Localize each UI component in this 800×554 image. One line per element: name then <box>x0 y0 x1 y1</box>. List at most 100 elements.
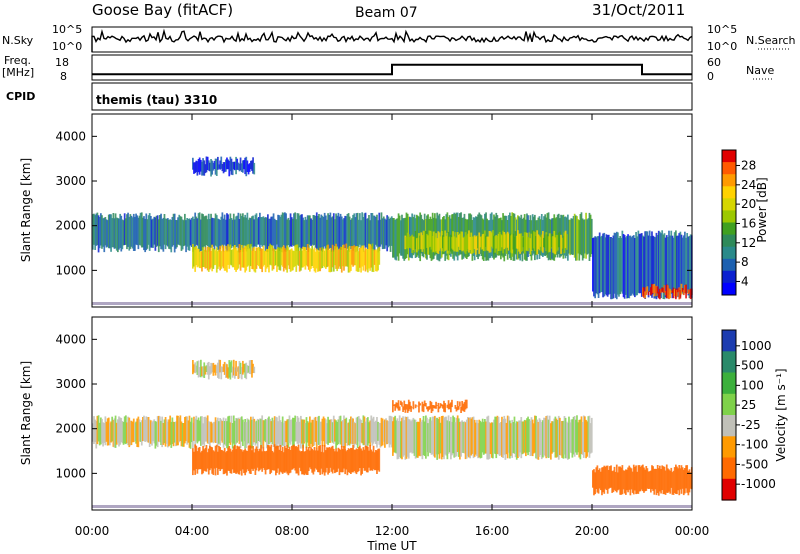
heatmap-cell-band3 <box>412 236 415 251</box>
heatmap-cell-band4 <box>636 236 639 296</box>
heatmap-cell-band2 <box>292 445 294 470</box>
heatmap-cell-band5 <box>670 291 673 292</box>
heatmap-cell-band1 <box>427 423 429 457</box>
heatmap-cell-band0 <box>270 216 273 247</box>
heatmap-cell-band0 <box>328 215 331 249</box>
heatmap-cell-band0 <box>181 423 184 447</box>
heatmap-cell-band0 <box>297 213 300 251</box>
heatmap-cell-band0 <box>280 422 283 447</box>
heatmap-cell-band6 <box>245 156 248 177</box>
heatmap-cell-band0 <box>354 423 357 444</box>
heatmap-cell-band2 <box>362 447 365 469</box>
heatmap-cell-band0 <box>328 419 331 443</box>
heatmap-cell-band6 <box>246 160 249 172</box>
heatmap-cell-band2 <box>309 248 311 272</box>
heatmap-cell-band0 <box>167 218 169 247</box>
heatmap-cell-band1 <box>581 422 584 455</box>
heatmap-cell-band3 <box>412 401 415 410</box>
heatmap-cell-band1 <box>467 417 469 457</box>
heatmap-cell-band4 <box>619 466 622 495</box>
heatmap-cell-band0 <box>282 213 285 246</box>
heatmap-cell-band0 <box>114 213 117 249</box>
heatmap-cell-band0 <box>153 216 156 245</box>
heatmap-cell-band2 <box>369 445 372 471</box>
heatmap-cell-band0 <box>346 214 349 249</box>
heatmap-cell-band0 <box>209 422 211 448</box>
nave-label: Nave <box>746 64 774 77</box>
heatmap-cell-band2 <box>344 248 347 267</box>
heatmap-cell-band4 <box>622 234 625 298</box>
heatmap-cell-band0 <box>369 220 372 245</box>
heatmap-cell-band5 <box>242 360 244 375</box>
heatmap-cell-band1 <box>400 421 402 459</box>
heatmap-cell-band3 <box>437 231 440 254</box>
heatmap-cell-band0 <box>173 213 176 253</box>
heatmap-cell-band2 <box>192 244 194 269</box>
heatmap-cell-band0 <box>332 213 335 252</box>
velocity-colorbar-title: Velocity [m s⁻¹] <box>774 368 788 461</box>
heatmap-cell-band1 <box>472 416 475 459</box>
heatmap-cell-band2 <box>300 451 302 472</box>
heatmap-cell-band4 <box>663 466 666 495</box>
heatmap-cell-band0 <box>325 419 327 444</box>
heatmap-cell-band2 <box>304 247 307 270</box>
heatmap-cell-band0 <box>281 416 284 446</box>
heatmap-cell-band2 <box>361 450 364 474</box>
heatmap-cell-band0 <box>300 415 302 449</box>
heatmap-cell-band2 <box>267 249 269 268</box>
heatmap-cell-band3 <box>521 236 524 251</box>
heatmap-cell-band0 <box>127 212 129 247</box>
heatmap-cell-band1 <box>551 421 553 454</box>
heatmap-cell-band3 <box>545 232 548 252</box>
heatmap-cell-band1 <box>557 415 560 460</box>
heatmap-cell-band2 <box>376 250 378 272</box>
power-y-axis-title: Slant Range [km] <box>19 158 33 262</box>
heatmap-cell-band3 <box>539 237 542 247</box>
heatmap-cell-band0 <box>307 215 310 252</box>
heatmap-cell-band0 <box>238 418 241 444</box>
heatmap-cell-band5 <box>253 366 256 374</box>
heatmap-cell-band0 <box>370 213 373 249</box>
heatmap-cell-band4 <box>659 231 661 296</box>
heatmap-cell-band0 <box>378 422 381 445</box>
heatmap-cell-band0 <box>319 421 322 445</box>
heatmap-cell-band0 <box>382 216 385 249</box>
heatmap-cell-band2 <box>287 449 290 476</box>
heatmap-cell-band2 <box>217 451 219 475</box>
heatmap-cell-band4 <box>605 234 608 296</box>
heatmap-cell-band2 <box>359 247 361 268</box>
heatmap-cell-band0 <box>142 417 144 442</box>
heatmap-cell-band0 <box>242 419 244 446</box>
heatmap-cell-band2 <box>272 248 275 270</box>
heatmap-cell-band0 <box>181 219 184 250</box>
heatmap-cell-band0 <box>321 418 324 447</box>
heatmap-cell-band3 <box>434 237 436 253</box>
heatmap-cell-band0 <box>243 422 245 442</box>
heatmap-cell-band4 <box>621 465 624 495</box>
heatmap-cell-band0 <box>126 214 128 250</box>
heatmap-cell-band2 <box>203 249 206 268</box>
colorbar-swatch <box>722 258 736 272</box>
heatmap-cell-band0 <box>271 417 274 445</box>
heatmap-cell-band4 <box>677 468 679 491</box>
heatmap-cell-band0 <box>214 213 217 246</box>
heatmap-cell-band0 <box>373 421 376 442</box>
heatmap-cell-band2 <box>257 247 260 267</box>
heatmap-cell-band3 <box>405 404 408 410</box>
heatmap-cell-band0 <box>182 220 185 247</box>
heatmap-cell-band0 <box>252 416 254 445</box>
heatmap-cell-band6 <box>232 161 235 170</box>
heatmap-cell-band0 <box>253 418 256 443</box>
heatmap-cell-band4 <box>688 469 691 493</box>
heatmap-cell-band2 <box>328 249 331 273</box>
heatmap-cell-band2 <box>336 246 339 272</box>
heatmap-cell-band0 <box>335 213 337 247</box>
heatmap-cell-band0 <box>350 416 352 444</box>
heatmap-cell-band3 <box>430 231 433 250</box>
heatmap-cell-band0 <box>372 416 375 444</box>
heatmap-cell-band4 <box>613 232 616 294</box>
heatmap-cell-band2 <box>254 448 257 475</box>
heatmap-cell-band2 <box>344 448 347 475</box>
heatmap-cell-band4 <box>629 467 632 496</box>
heatmap-cell-band4 <box>681 237 684 294</box>
